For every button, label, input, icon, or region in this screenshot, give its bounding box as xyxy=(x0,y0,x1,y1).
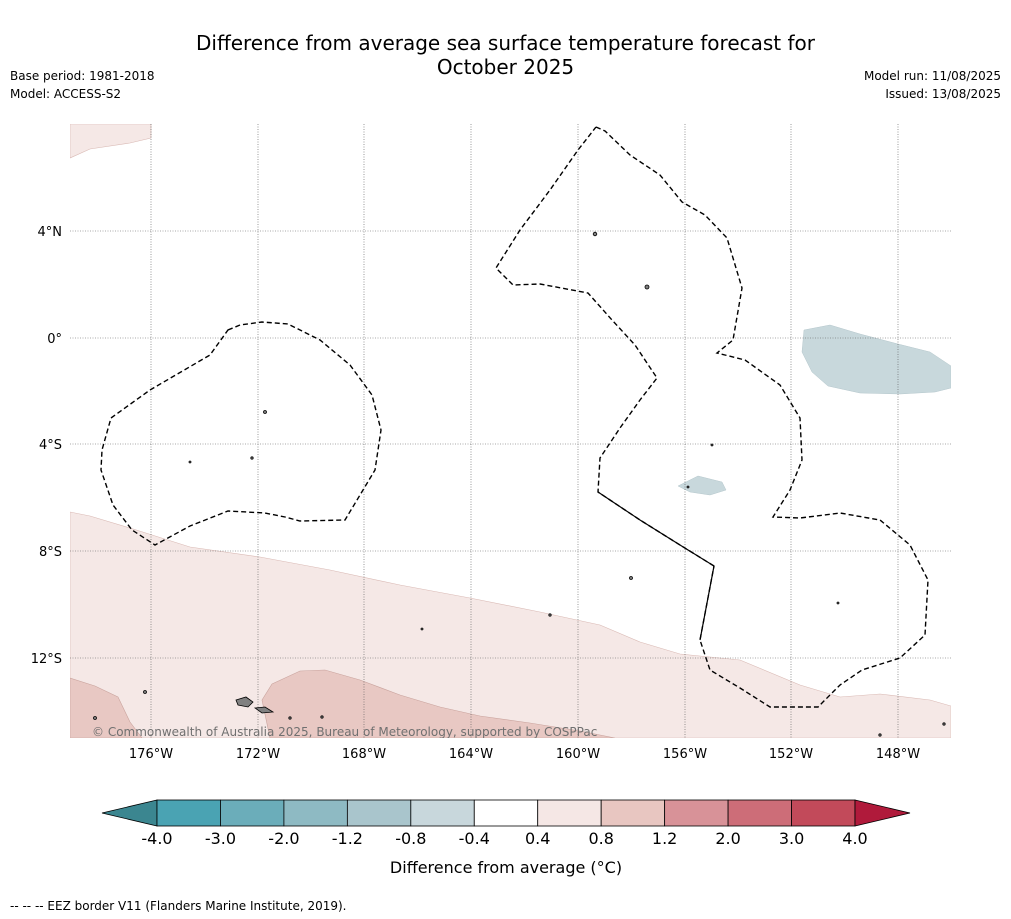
eez-border-samoa-region xyxy=(100,321,382,546)
cool-anomaly-region-east xyxy=(801,324,951,395)
colorbar-tick-label: -3.0 xyxy=(205,829,236,848)
lat-label: 4°S xyxy=(39,438,62,453)
lat-label: 12°S xyxy=(31,652,62,667)
base-period: Base period: 1981-2018 xyxy=(10,69,155,83)
island-dot xyxy=(320,715,324,719)
lon-label: 148°W xyxy=(876,747,920,762)
eez-border-cook-north xyxy=(495,126,715,567)
island-dot xyxy=(710,443,714,447)
island-savaii xyxy=(235,696,254,708)
island-dot xyxy=(250,456,254,460)
cool-anomaly-region-central xyxy=(677,475,727,496)
colorbar-tick-label: 0.8 xyxy=(588,829,613,848)
warm-anomaly-pocket-southwest xyxy=(70,677,143,738)
latitude-labels: 4°N 0° 4°S 8°S 12°S xyxy=(31,225,62,667)
colorbar-bin xyxy=(283,799,348,827)
colorbar: -4.0 -3.0 -2.0 -1.2 -0.8 -0.4 0.4 0.8 1.2 2.0 3.0 4… xyxy=(101,799,911,848)
lon-label: 164°W xyxy=(449,747,493,762)
colorbar-bin xyxy=(346,799,412,827)
island-dot xyxy=(592,231,598,237)
island-dot xyxy=(420,627,424,631)
colorbar-bin xyxy=(410,799,475,827)
island-upolu xyxy=(253,706,275,714)
island-dot xyxy=(686,485,690,489)
colorbar-bin xyxy=(220,799,285,827)
island-dot xyxy=(548,613,552,617)
footnote: -- -- -- EEZ border V11 (Flanders Marine… xyxy=(10,899,347,913)
model-name: Model: ACCESS-S2 xyxy=(10,87,122,101)
lon-label: 176°W xyxy=(129,747,173,762)
meta-left: Base period: 1981-2018 Model: ACCESS-S2 xyxy=(10,67,155,103)
issued-date: Issued: 13/08/2025 xyxy=(885,87,1001,101)
colorbar-tick-label: -0.4 xyxy=(459,829,490,848)
colorbar-tick-label: 3.0 xyxy=(779,829,804,848)
island-dot xyxy=(93,716,97,720)
graticule xyxy=(70,124,951,738)
lon-label: 160°W xyxy=(556,747,600,762)
colorbar-tick-label: -0.8 xyxy=(395,829,426,848)
colorbar-tick-label: -2.0 xyxy=(268,829,299,848)
warm-anomaly-region-north xyxy=(70,124,152,159)
island-dot xyxy=(878,733,882,737)
lat-label: 8°S xyxy=(39,545,62,560)
model-run: Model run: 11/08/2025 xyxy=(863,69,1001,83)
lat-label: 0° xyxy=(47,332,62,347)
colorbar-tick-label: 4.0 xyxy=(842,829,867,848)
map-area: © Commonwealth of Australia 2025, Bureau… xyxy=(70,124,951,739)
island-dot xyxy=(629,576,633,580)
warm-anomaly-region-south xyxy=(70,511,951,738)
lon-label: 156°W xyxy=(663,747,707,762)
colorbar-tick-label: -1.2 xyxy=(332,829,363,848)
colorbar-bin xyxy=(156,799,221,827)
colorbar-bin xyxy=(537,799,602,827)
island-dot xyxy=(644,284,650,290)
colorbar-tick-label: 1.2 xyxy=(652,829,677,848)
title-line-2: October 2025 xyxy=(436,55,575,79)
colorbar-bin xyxy=(791,799,856,827)
colorbar-extend-low xyxy=(101,799,158,827)
colorbar-tick-label: 0.4 xyxy=(525,829,550,848)
colorbar-bin xyxy=(664,799,729,827)
island-dot xyxy=(288,716,292,720)
eez-border-solid-segment xyxy=(597,491,715,641)
island-dot xyxy=(263,410,267,414)
lon-label: 152°W xyxy=(769,747,813,762)
longitude-labels: 176°W 172°W 168°W 164°W 160°W 156°W 152°… xyxy=(129,747,920,762)
colorbar-bin xyxy=(600,799,666,827)
title-line-1: Difference from average sea surface temp… xyxy=(195,31,815,55)
lat-label: 4°N xyxy=(38,225,63,240)
island-dot xyxy=(942,722,946,726)
colorbar-tick-label: -4.0 xyxy=(141,829,172,848)
islands xyxy=(93,231,946,737)
colorbar-extend-high xyxy=(854,799,911,827)
lon-label: 168°W xyxy=(342,747,386,762)
island-dot xyxy=(836,601,840,605)
meta-right: Model run: 11/08/2025 Issued: 13/08/2025 xyxy=(864,67,1001,103)
map-title: Difference from average sea surface temp… xyxy=(0,31,1011,79)
lon-label: 172°W xyxy=(236,747,280,762)
eez-border-kiribati-line xyxy=(595,126,929,708)
island-dot xyxy=(188,460,192,464)
colorbar-label: Difference from average (°C) xyxy=(390,858,622,877)
colorbar-bin xyxy=(473,799,539,827)
colorbar-bin xyxy=(727,799,792,827)
copyright-text: © Commonwealth of Australia 2025, Bureau… xyxy=(92,725,597,739)
island-dot xyxy=(143,690,147,694)
colorbar-tick-label: 2.0 xyxy=(715,829,740,848)
warm-anomaly-pocket-south xyxy=(261,669,616,738)
